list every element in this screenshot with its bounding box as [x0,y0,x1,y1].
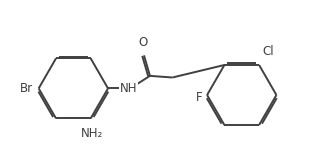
Text: Br: Br [20,82,33,95]
Text: Cl: Cl [262,45,274,58]
Text: NH: NH [120,82,137,95]
Text: NH₂: NH₂ [81,127,103,140]
Text: O: O [139,36,148,49]
Text: F: F [196,91,202,104]
